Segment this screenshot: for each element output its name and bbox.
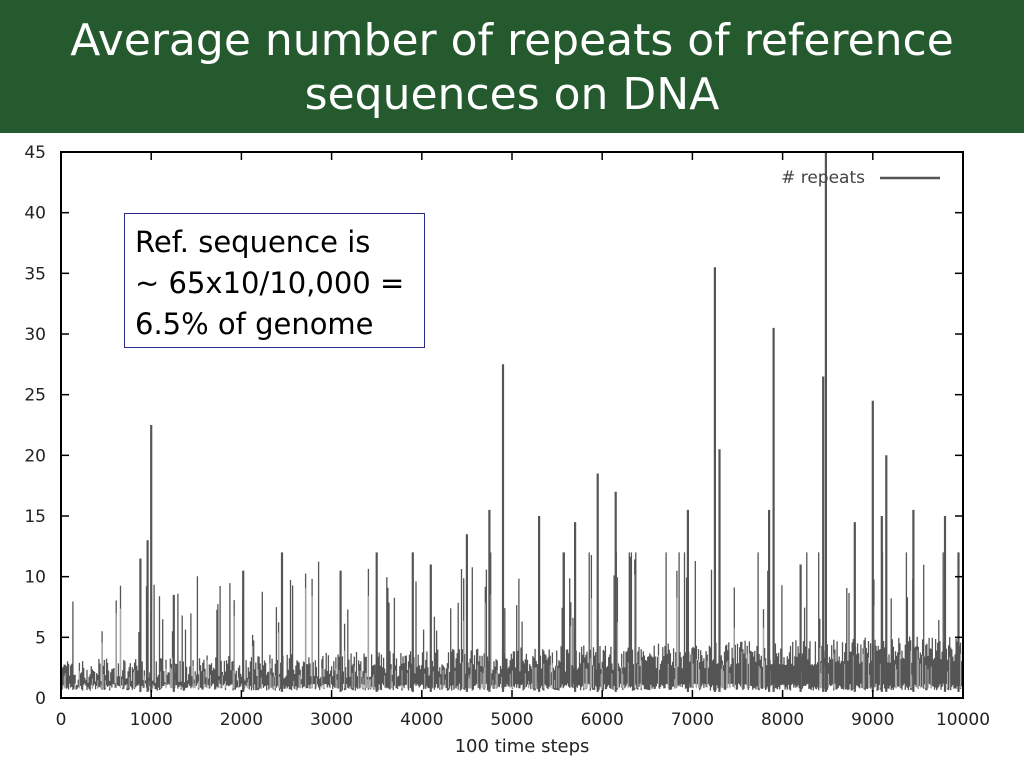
- slide-title: Average number of repeats of reference s…: [70, 15, 954, 120]
- legend: # repeats: [781, 168, 940, 188]
- y-tick-label: 30: [24, 325, 46, 345]
- annotation-line: ~ 65x10/10,000 =: [135, 266, 405, 300]
- annotation-line: Ref. sequence is: [135, 225, 371, 259]
- series-body: [60, 552, 964, 691]
- y-tick-label: 10: [24, 568, 46, 588]
- annotation-line: 6.5% of genome: [135, 307, 374, 341]
- x-tick-label: 3000: [310, 710, 353, 730]
- x-tick-label: 1000: [130, 710, 173, 730]
- title-bar: Average number of repeats of reference s…: [0, 0, 1024, 133]
- series-highlight: [63, 574, 961, 689]
- y-tick-label: 0: [35, 689, 46, 709]
- x-tick-label: 0: [56, 710, 67, 730]
- x-tick-label: 6000: [581, 710, 624, 730]
- x-tick-label: 10000: [936, 710, 990, 730]
- x-tick-label: 4000: [400, 710, 443, 730]
- y-tick-label: 20: [24, 446, 46, 466]
- x-tick-label: 5000: [490, 710, 533, 730]
- y-tick-label: 40: [24, 204, 46, 224]
- annotation-box: Ref. sequence is ~ 65x10/10,000 = 6.5% o…: [124, 213, 425, 348]
- x-tick-label: 2000: [220, 710, 263, 730]
- y-tick-label: 45: [24, 143, 46, 163]
- y-tick-label: 35: [24, 264, 46, 284]
- y-tick-label: 15: [24, 507, 46, 527]
- x-axis-label: 100 time steps: [455, 736, 590, 757]
- axes-layer: 0 1000 2000 3000 4000 5000 6000 7000 8000 9000 100…: [24, 143, 990, 730]
- x-tick-label: 7000: [671, 710, 714, 730]
- y-tick-label: 5: [35, 628, 46, 648]
- y-tick-label: 25: [24, 386, 46, 406]
- legend-label: # repeats: [781, 168, 865, 188]
- series-layer: [60, 152, 964, 692]
- x-tick-label: 8000: [761, 710, 804, 730]
- x-tick-label: 9000: [851, 710, 894, 730]
